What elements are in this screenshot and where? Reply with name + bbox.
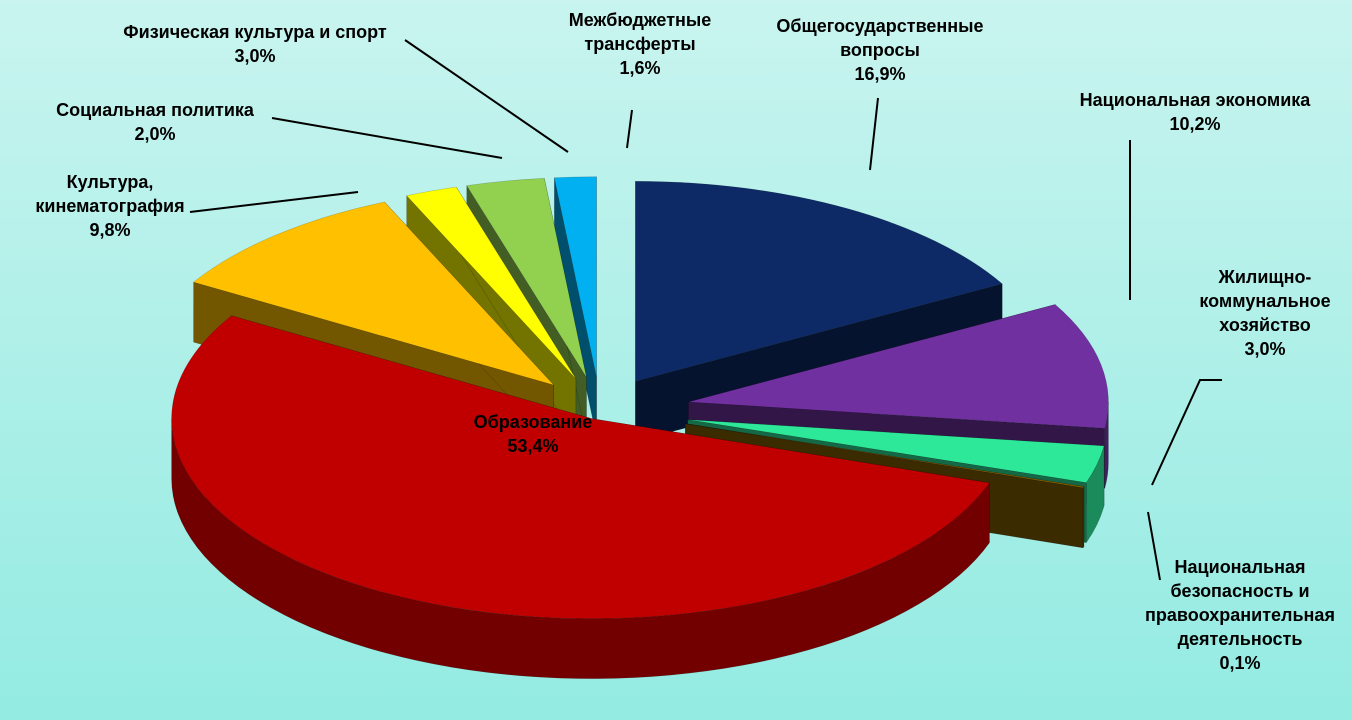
slice-top (687, 419, 1105, 483)
slice-label: Физическая культура и спорт 3,0% (85, 20, 425, 68)
category-name: Национальная экономика (1079, 90, 1311, 110)
category-name: Культура, кинематография (35, 172, 185, 216)
value-label: 0,1% (1219, 653, 1261, 673)
category-name: Общегосударственные вопросы (776, 16, 984, 60)
slice-top (466, 178, 587, 378)
category-name: Жилищно-коммунальное хозяйство (1199, 267, 1331, 335)
slice (171, 315, 990, 679)
slice-label: Национальная экономика 10,2% (1045, 88, 1345, 136)
slice-label: Жилищно-коммунальное хозяйство 3,0% (1180, 265, 1350, 361)
leader-line (189, 191, 359, 213)
value-label: 3,0% (1244, 339, 1286, 359)
slice-top (193, 201, 555, 386)
slice-top (688, 304, 1109, 429)
value-label: 53,4% (507, 436, 559, 456)
category-name: Национальная безопасность и правоохранит… (1145, 557, 1335, 649)
slice-label: Культура, кинематография 9,8% (5, 170, 215, 242)
category-name: Межбюджетные трансферты (568, 10, 712, 54)
leader-line (271, 117, 503, 159)
value-label: 10,2% (1169, 114, 1221, 134)
slice-top (554, 176, 597, 377)
value-label: 16,9% (854, 64, 906, 84)
slice-label: Общегосударственные вопросы 16,9% (740, 14, 1020, 86)
slice (554, 176, 597, 437)
slice-label: Межбюджетные трансферты 1,6% (555, 8, 725, 80)
slice-label: Социальная политика 2,0% (15, 98, 295, 146)
slice-label: Образование 53,4% (423, 410, 643, 458)
category-name: Образование (473, 412, 593, 432)
leader-line (626, 109, 633, 149)
value-label: 2,0% (134, 124, 176, 144)
leader-line (1151, 379, 1222, 486)
leader-line (869, 97, 879, 171)
leader-line (1147, 511, 1161, 581)
value-label: 3,0% (234, 46, 276, 66)
leader-line (404, 39, 569, 153)
slice-wall (1082, 485, 1085, 549)
slice-top (685, 423, 1085, 489)
slice-label: Национальная безопасность и правоохранит… (1120, 555, 1352, 675)
value-label: 1,6% (619, 58, 661, 78)
slice-top (171, 315, 990, 619)
slice-top (635, 181, 1003, 382)
category-name: Социальная политика (56, 100, 254, 120)
category-name: Физическая культура и спорт (123, 22, 387, 42)
slice-top (406, 186, 577, 379)
value-label: 9,8% (89, 220, 131, 240)
